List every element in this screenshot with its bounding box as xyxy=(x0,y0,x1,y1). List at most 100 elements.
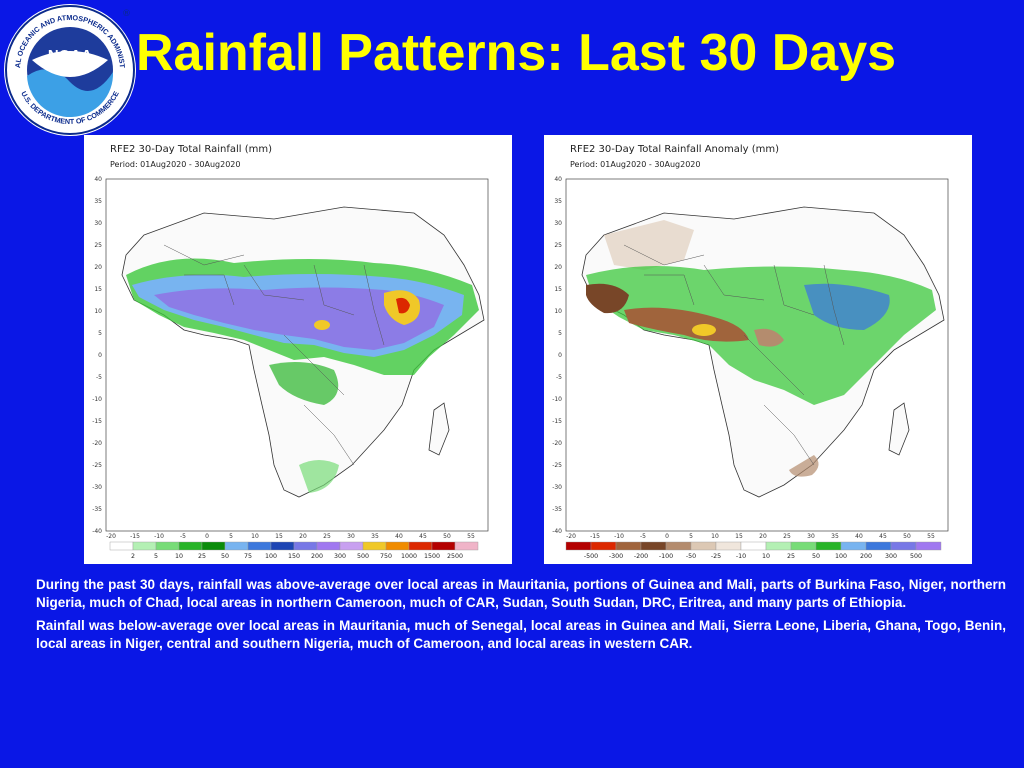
map-period: Period: 01Aug2020 - 30Aug2020 xyxy=(570,160,701,169)
x-tick: 55 xyxy=(927,533,935,540)
x-tick: 0 xyxy=(205,533,209,540)
y-tick: -25 xyxy=(552,462,562,469)
legend-swatch xyxy=(640,541,667,551)
legend-swatch xyxy=(790,541,817,551)
legend-swatch xyxy=(454,541,479,551)
summary-below-average: Rainfall was below-average over local ar… xyxy=(36,618,1006,651)
y-tick: 40 xyxy=(554,176,562,183)
map-period: Period: 01Aug2020 - 30Aug2020 xyxy=(110,160,241,169)
y-tick: 35 xyxy=(94,198,102,205)
legend-label: 300 xyxy=(885,553,897,560)
x-tick: 35 xyxy=(831,533,839,540)
noaa-wordmark: NOAA xyxy=(48,47,92,64)
legend-label: 1000 xyxy=(401,553,417,560)
x-tick: -20 xyxy=(106,533,116,540)
x-tick: 10 xyxy=(251,533,259,540)
legend-label: 75 xyxy=(244,553,252,560)
rainfall-anomaly-svg: 40 35 30 25 20 15 10 5 0 -5 -10 -15 -20 … xyxy=(552,176,949,560)
x-tick: 10 xyxy=(711,533,719,540)
legend-swatch xyxy=(408,541,433,551)
legend-label: 25 xyxy=(198,553,206,560)
y-tick: 5 xyxy=(558,330,562,337)
rainfall-total-svg: 40 35 30 25 20 15 10 5 0 -5 -10 -15 -20 … xyxy=(92,176,489,560)
x-tick: -10 xyxy=(614,533,624,540)
map-title: RFE2 30-Day Total Rainfall (mm) xyxy=(110,144,272,155)
y-tick: 25 xyxy=(554,242,562,249)
legend-swatch xyxy=(765,541,792,551)
x-tick: 50 xyxy=(443,533,451,540)
y-tick: 15 xyxy=(554,286,562,293)
page-title: Rainfall Patterns: Last 30 Days xyxy=(136,24,897,82)
legend-label: 100 xyxy=(835,553,847,560)
x-tick: 15 xyxy=(275,533,283,540)
y-tick: -15 xyxy=(552,418,562,425)
legend-label: 2 xyxy=(131,553,135,560)
x-tick: 5 xyxy=(229,533,233,540)
summary-above-average: During the past 30 days, rainfall was ab… xyxy=(36,577,1006,610)
y-tick: -5 xyxy=(96,374,102,381)
y-tick: 30 xyxy=(554,220,562,227)
y-tick: -35 xyxy=(552,506,562,513)
y-tick: -40 xyxy=(92,528,102,535)
x-tick: 25 xyxy=(323,533,331,540)
y-tick: 0 xyxy=(558,352,562,359)
x-tick: 20 xyxy=(299,533,307,540)
legend-swatch xyxy=(890,541,917,551)
legend-swatch xyxy=(431,541,456,551)
legend-label: 500 xyxy=(910,553,922,560)
map-title: RFE2 30-Day Total Rainfall Anomaly (mm) xyxy=(570,144,780,155)
y-tick: -15 xyxy=(92,418,102,425)
legend-label: -500 xyxy=(584,553,598,560)
x-tick: -10 xyxy=(154,533,164,540)
legend-swatch xyxy=(247,541,272,551)
legend-swatch xyxy=(590,541,617,551)
legend-swatch xyxy=(178,541,203,551)
x-tick: 40 xyxy=(395,533,403,540)
legend-label: 10 xyxy=(175,553,183,560)
legend-swatch xyxy=(155,541,180,551)
x-tick: 35 xyxy=(371,533,379,540)
y-tick: -25 xyxy=(92,462,102,469)
legend-label: -25 xyxy=(711,553,721,560)
legend-label: 2500 xyxy=(447,553,463,560)
legend-swatch xyxy=(132,541,157,551)
y-tick: 15 xyxy=(94,286,102,293)
legend-label: 200 xyxy=(860,553,872,560)
legend-label: -50 xyxy=(686,553,696,560)
y-tick: -20 xyxy=(92,440,102,447)
legend-swatch xyxy=(565,541,592,551)
legend-swatch xyxy=(293,541,318,551)
legend-label: 500 xyxy=(357,553,369,560)
y-tick: -5 xyxy=(556,374,562,381)
x-tick: 20 xyxy=(759,533,767,540)
rainfall-anomaly-map: RFE2 30-Day Total Rainfall Anomaly (mm) … xyxy=(544,135,972,564)
x-tick: -15 xyxy=(130,533,140,540)
y-tick: -10 xyxy=(552,396,562,403)
x-tick: 45 xyxy=(419,533,427,540)
legend-label: 1500 xyxy=(424,553,440,560)
x-tick: 0 xyxy=(665,533,669,540)
x-tick: 55 xyxy=(467,533,475,540)
y-tick: 35 xyxy=(554,198,562,205)
legend-label: 300 xyxy=(334,553,346,560)
x-tick: 5 xyxy=(689,533,693,540)
legend-swatch xyxy=(815,541,842,551)
x-tick: -20 xyxy=(566,533,576,540)
legend-swatch xyxy=(740,541,767,551)
legend-swatch xyxy=(339,541,364,551)
legend-label: -10 xyxy=(736,553,746,560)
legend-swatch xyxy=(109,541,134,551)
y-tick: 10 xyxy=(94,308,102,315)
y-tick: 10 xyxy=(554,308,562,315)
legend-bar xyxy=(109,541,479,551)
legend-swatch xyxy=(665,541,692,551)
y-tick: -35 xyxy=(92,506,102,513)
x-tick: -5 xyxy=(640,533,646,540)
legend-swatch xyxy=(840,541,867,551)
legend-label: 50 xyxy=(221,553,229,560)
legend-label: -300 xyxy=(609,553,623,560)
rainfall-total-map: RFE2 30-Day Total Rainfall (mm) Period: … xyxy=(84,135,512,564)
legend-label: -100 xyxy=(659,553,673,560)
legend-label: 750 xyxy=(380,553,392,560)
x-tick: 50 xyxy=(903,533,911,540)
